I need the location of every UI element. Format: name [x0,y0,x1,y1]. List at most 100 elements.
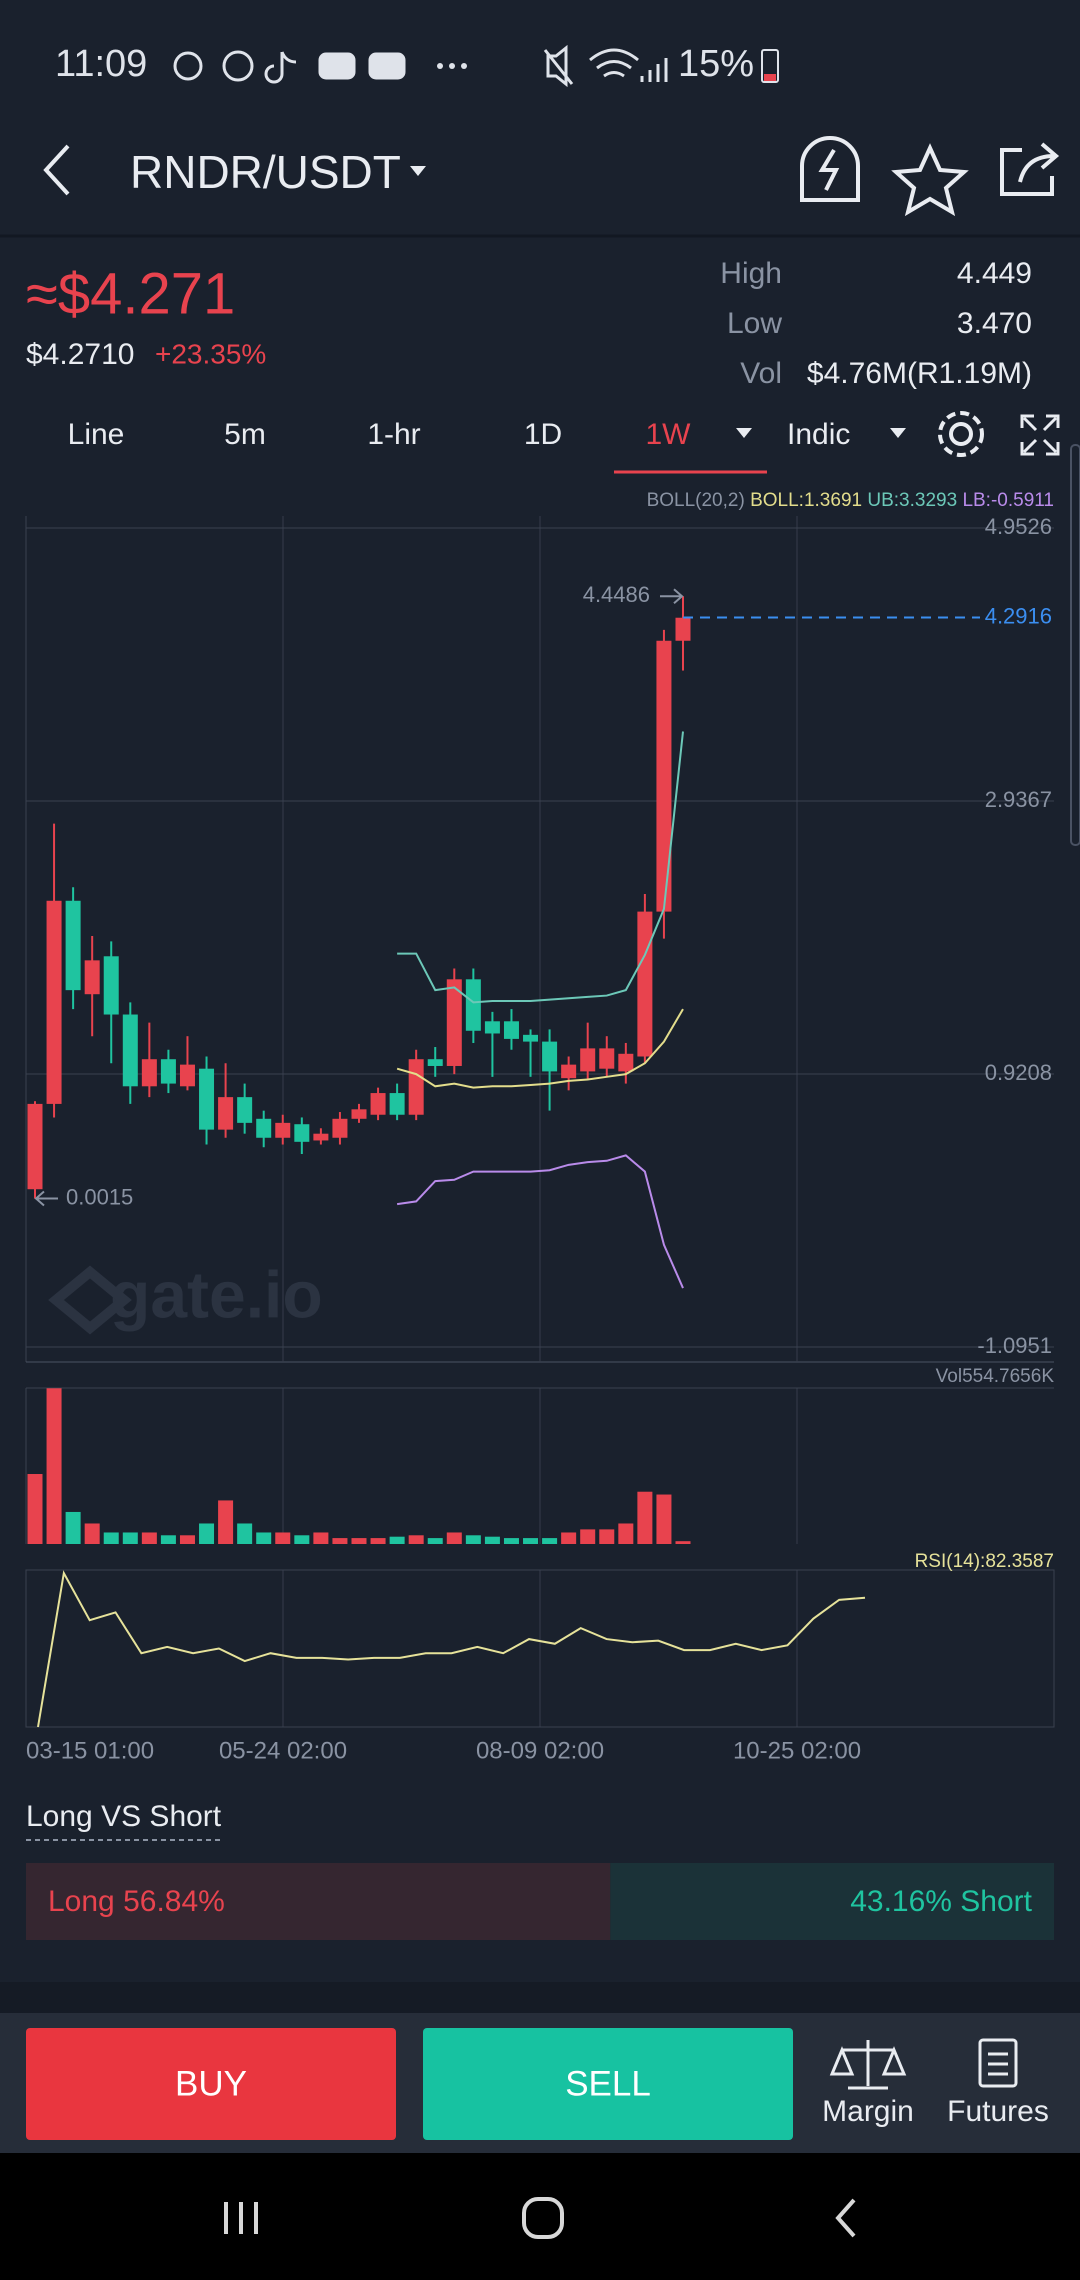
volume-bar [294,1535,310,1544]
chart: gate.io 03-15 01:00 05-24 02:00 08-09 02:00… [25,514,1055,1764]
futures-icon[interactable] [978,2038,1018,2088]
tab[interactable]: 1-hr [367,418,420,451]
volume-bar [370,1538,386,1544]
nav-home[interactable] [522,2197,564,2239]
y-tick-label: 0.9208 [985,1060,1052,1085]
volume-bar [275,1532,291,1544]
rsi-panel [25,1569,1055,1728]
candle-body [599,1048,615,1069]
volume-bar [580,1529,596,1544]
candle-body [27,1103,43,1190]
battery-level [764,74,776,81]
stat-label: High [720,257,782,290]
tab[interactable]: 5m [224,418,266,451]
candle-body [122,1014,138,1087]
candle-body [351,1109,367,1119]
margin-label[interactable]: Margin [822,2095,914,2128]
alert-button[interactable] [800,136,860,202]
volume-bar [523,1538,539,1544]
sell-label[interactable]: SELL [565,2064,651,2103]
nav-bar [0,2153,1080,2280]
volume-bar [561,1532,577,1544]
volume-bar [46,1388,62,1544]
pair-dropdown[interactable] [410,166,426,176]
legend-boll: BOLL(20,2) [647,490,745,511]
buy-button[interactable] [26,2028,396,2140]
pair-title[interactable]: RNDR/USDT [130,146,401,198]
volume-bar [199,1523,215,1544]
candle-body [465,979,481,1031]
candle-body [523,1034,539,1042]
settings-button[interactable] [938,411,984,457]
tab-active[interactable]: 1W [646,418,692,451]
status-more [437,63,467,69]
margin-icon[interactable] [829,2040,907,2090]
sell-button[interactable] [423,2028,793,2140]
volume-bar [503,1538,519,1544]
volume-bar [332,1538,348,1544]
candle-body [427,1059,443,1066]
volume-bar [218,1500,234,1544]
candle-body [46,900,62,1104]
volume-bar [637,1491,653,1544]
tab[interactable]: 1D [524,418,562,451]
volume-bar [141,1532,157,1544]
tab[interactable]: Line [68,418,125,451]
volume-bar [84,1523,100,1544]
long-bar [26,1863,611,1940]
rsi-line [37,1570,866,1728]
nav-recent[interactable] [224,2202,258,2234]
volume-bar [446,1532,462,1544]
candle-body [618,1053,634,1072]
low-arrow [34,1190,58,1207]
status-time: 11:09 [55,43,147,85]
status-icons [173,50,406,84]
tab-dropdown[interactable] [736,428,752,438]
volume-bar [27,1474,43,1544]
volume-label: Vol554.7656K [936,1366,1055,1387]
candle-body [332,1118,348,1138]
candle-body [275,1122,291,1138]
x-tick-label: 10-25 02:00 [733,1737,861,1764]
volume-bar [484,1536,500,1544]
x-tick-label: 05-24 02:00 [219,1737,347,1764]
futures-label[interactable]: Futures [947,2095,1049,2128]
stat-label: Vol [740,357,782,390]
candle-body [675,617,691,641]
favorite-button[interactable] [891,143,969,217]
boll-line [397,731,684,1004]
candle-body [561,1064,577,1079]
volume-bar [65,1511,81,1544]
long-short-bar [26,1863,1054,1940]
candle-body [446,979,462,1066]
share-button[interactable] [1000,142,1060,196]
stat-label: Low [727,307,782,340]
candle-body [256,1118,272,1138]
nav-back[interactable] [835,2198,856,2238]
y-tick-label: 4.9526 [985,514,1052,539]
tab[interactable]: Indic [787,418,850,451]
legend-mid: BOLL:1.3691 [750,490,862,511]
high-arrow [660,588,684,605]
section-gap [0,1982,1080,2013]
candle-body [656,640,672,912]
legend-lb: LB:-0.5911 [962,490,1054,511]
status-system-icons [543,44,668,88]
stat-value: $4.76M(R1.19M) [807,357,1032,390]
volume-bar [542,1538,558,1544]
fullscreen-button[interactable] [1020,414,1060,456]
candle-body [141,1059,157,1087]
last-price-label: 4.2916 [985,603,1052,628]
scroll-handle [1070,444,1080,846]
candle-body [370,1093,386,1115]
status-battery: 15% [678,43,754,85]
tab-dropdown[interactable] [890,428,906,438]
back-button[interactable] [43,144,70,196]
long-label: Long 56.84% [48,1885,225,1918]
x-tick-label: 08-09 02:00 [476,1737,604,1764]
buy-label[interactable]: BUY [175,2064,247,2103]
y-tick-label: 2.9367 [985,787,1052,812]
volume-bar [313,1532,329,1544]
x-tick-label: 03-15 01:00 [26,1737,154,1764]
indicator-legend: BOLL(20,2) BOLL:1.3691 UB:3.3293 LB:-0.5… [647,490,1054,511]
